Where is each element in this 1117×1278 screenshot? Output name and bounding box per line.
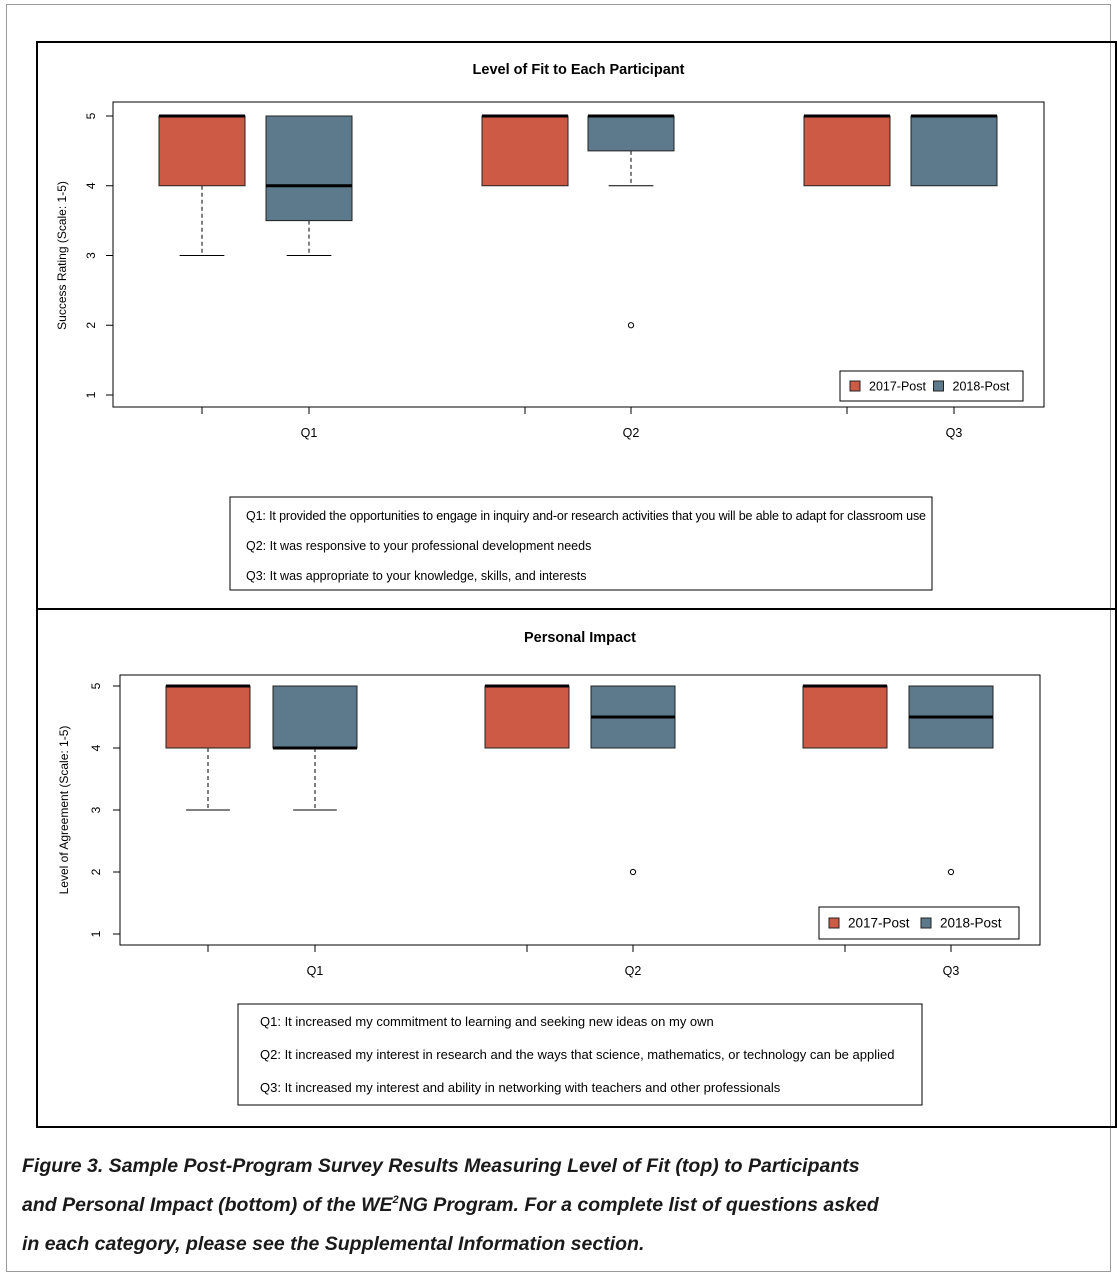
figure-frame — [6, 4, 1111, 1272]
x-tick-label-q3: Q3 — [943, 964, 960, 978]
y-tick-label: 1 — [84, 391, 98, 398]
question-text: Q3: It increased my interest and ability… — [260, 1080, 781, 1095]
y-tick-label: 4 — [89, 744, 103, 751]
legend-swatch — [920, 917, 932, 929]
box-2017-Post — [484, 685, 570, 749]
questions-box — [237, 1003, 923, 1106]
box-2017-Post — [481, 115, 569, 187]
legend-box — [818, 906, 1020, 940]
legend-label: 2018-Post — [953, 380, 1011, 394]
legend-label: 2017-Post — [848, 916, 910, 931]
caption-line-2: and Personal Impact (bottom) of the WE2N… — [22, 1194, 879, 1216]
x-tick-label-q2: Q2 — [623, 426, 640, 440]
outlier-point — [627, 322, 635, 329]
box-2018-Post — [910, 115, 998, 187]
legend-box — [839, 370, 1024, 402]
outlier-point — [947, 868, 955, 876]
y-tick-label: 5 — [89, 682, 103, 689]
y-tick-label: 4 — [84, 182, 98, 189]
y-tick-label: 3 — [89, 806, 103, 813]
chart-level-of-fit: Level of Fit to Each Participant 1 2 3 4 5 Suc… — [55, 62, 1045, 591]
box-2017-Post — [802, 685, 888, 749]
box-2018-Post — [272, 685, 358, 749]
caption-line-1: Figure 3. Sample Post-Program Survey Res… — [22, 1155, 860, 1177]
questions-box — [229, 496, 933, 591]
box-2017-Post — [803, 115, 891, 187]
question-text: Q3: It was appropriate to your knowledge… — [246, 569, 586, 583]
y-axis-label: Success Rating (Scale: 1-5) — [55, 181, 69, 330]
question-text: Q1: It increased my commitment to learni… — [260, 1014, 714, 1029]
y-tick-label: 3 — [84, 252, 98, 259]
outer-panel-border — [36, 41, 1117, 1128]
question-text: Q2: It was responsive to your profession… — [246, 539, 591, 553]
x-tick-label-q1: Q1 — [307, 964, 324, 978]
plot-area — [119, 674, 1041, 946]
y-tick-label: 2 — [84, 322, 98, 329]
y-tick-label: 1 — [89, 930, 103, 937]
legend-label: 2018-Post — [940, 916, 1002, 931]
y-tick-label: 2 — [89, 868, 103, 875]
legend-label: 2017-Post — [869, 380, 927, 394]
legend-swatch — [828, 917, 840, 929]
y-axis-label: Level of Agreement (Scale: 1-5) — [57, 726, 71, 895]
box-2017-Post — [158, 115, 246, 187]
plot-area — [112, 101, 1045, 408]
x-tick-label-q2: Q2 — [625, 964, 642, 978]
box-2017-Post — [165, 685, 251, 749]
legend-swatch — [849, 380, 861, 392]
box-2018-Post — [587, 115, 675, 152]
chart-title: Personal Impact — [524, 630, 636, 646]
chart-title: Level of Fit to Each Participant — [473, 62, 685, 78]
legend-swatch — [933, 380, 944, 392]
question-text: Q2: It increased my interest in research… — [260, 1047, 894, 1062]
caption-line-3: in each category, please see the Supplem… — [22, 1233, 645, 1255]
figure-canvas: Level of Fit to Each Participant 1 2 3 4 5 Suc… — [36, 41, 1117, 1128]
chart-personal-impact: Personal Impact 1 2 3 4 5 Level of Agreement (… — [57, 630, 1041, 1106]
x-tick-label-q3: Q3 — [946, 426, 963, 440]
y-tick-label: 5 — [84, 112, 98, 119]
outlier-point — [629, 868, 637, 876]
x-tick-label-q1: Q1 — [301, 426, 318, 440]
question-text: Q1: It provided the opportunities to eng… — [246, 509, 926, 523]
box-2018-Post — [265, 115, 353, 222]
